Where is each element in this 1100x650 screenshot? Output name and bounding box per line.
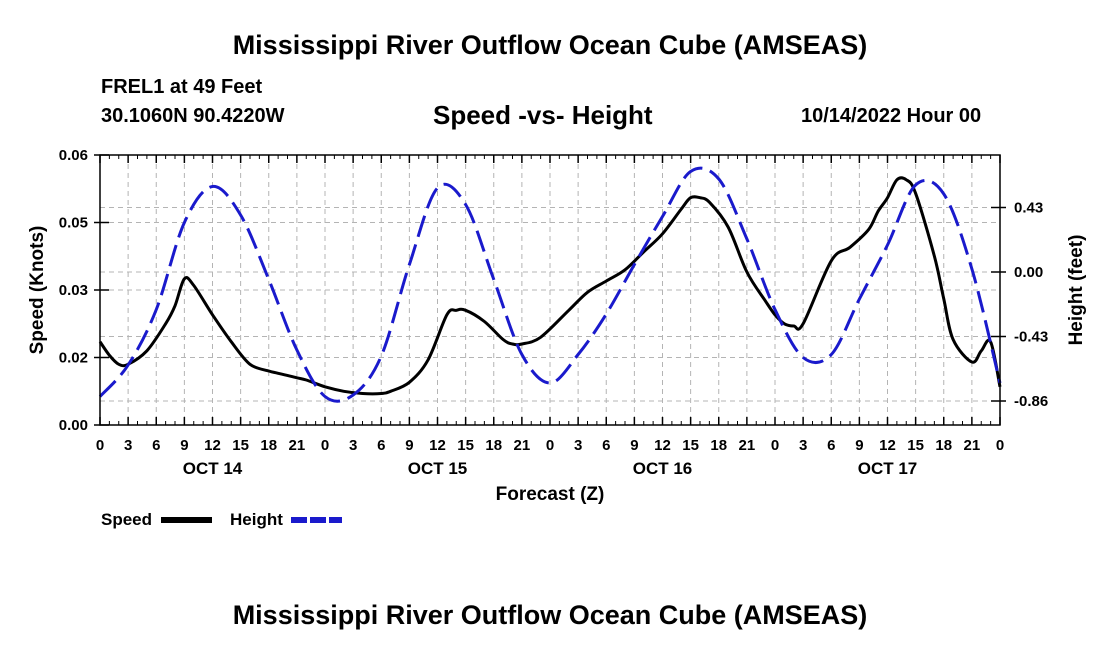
series-layer [98,166,1002,403]
x-tick-label: 15 [457,437,474,454]
day-label: OCT 14 [183,459,243,478]
legend-height-label: Height [230,510,283,529]
station-coords: 30.1060N 90.4220W [101,105,285,127]
chart-title: Mississippi River Outflow Ocean Cube (AM… [232,30,868,60]
x-tick-label: 18 [485,437,502,454]
x-tick-label: 15 [682,437,699,454]
y2-tick-label: 0.43 [1014,200,1043,217]
forecast-datetime: 10/14/2022 Hour 00 [801,105,982,127]
grid [100,155,1000,425]
x-tick-label: 0 [996,437,1004,454]
legend: Speed Height [101,510,342,529]
height-series-line [98,166,1002,403]
footer-title: Mississippi River Outflow Ocean Cube (AM… [232,600,868,630]
y2-tick-label: -0.43 [1014,329,1048,346]
speed-series-line [98,176,1002,396]
y2-tick-label: 0.00 [1014,264,1043,281]
x-tick-label: 0 [96,437,104,454]
day-label: OCT 17 [858,459,918,478]
x-tick-label: 6 [377,437,385,454]
x-tick-label: 6 [827,437,835,454]
x-tick-label: 12 [429,437,446,454]
x-tick-label: 21 [289,437,306,454]
x-tick-label: 18 [710,437,727,454]
x-tick-label: 12 [204,437,221,454]
x-tick-label: 9 [405,437,413,454]
x-tick-label: 9 [180,437,188,454]
y-tick-label: 0.02 [59,350,88,367]
station-label: FREL1 at 49 Feet [101,76,263,98]
x-tick-label: 0 [546,437,554,454]
chart-subtitle: Speed -vs- Height [433,100,653,130]
x-tick-label: 21 [739,437,756,454]
x-tick-label: 3 [349,437,357,454]
axes: 0 3 6 9 12 15 18 21 0 3 6 9 12 15 18 21 0 3 6 9 12 15 18 21 0 3 6 9… [27,147,1087,505]
x-tick-label: 9 [630,437,638,454]
x-tick-label: 3 [574,437,582,454]
x-tick-label: 15 [232,437,249,454]
day-label: OCT 15 [408,459,468,478]
legend-speed-label: Speed [101,510,152,529]
x-tick-label: 21 [514,437,531,454]
x-tick-label: 15 [907,437,924,454]
x-tick-label: 0 [771,437,779,454]
y-tick-label: 0.00 [59,417,88,434]
x-tick-label: 3 [124,437,132,454]
x-tick-label: 6 [152,437,160,454]
x-tick-label: 6 [602,437,610,454]
x-tick-label: 3 [799,437,807,454]
x-tick-label: 12 [879,437,896,454]
y-axis-title: Speed (Knots) [27,226,48,355]
day-label: OCT 16 [633,459,693,478]
x-tick-label: 18 [260,437,277,454]
x-axis-title: Forecast (Z) [496,484,605,505]
y2-axis-title: Height (feet) [1066,235,1087,346]
y-tick-label: 0.06 [59,147,88,164]
speed-height-chart: 0 3 6 9 12 15 18 21 0 3 6 9 12 15 18 21 0 3 6 9 12 15 18 21 0 3 6 9… [27,147,1087,529]
y2-tick-label: -0.86 [1014,393,1048,410]
x-tick-label: 18 [935,437,952,454]
x-tick-label: 21 [964,437,981,454]
x-tick-label: 12 [654,437,671,454]
y-tick-label: 0.05 [59,215,88,232]
x-tick-label: 0 [321,437,329,454]
x-tick-label: 9 [855,437,863,454]
y-tick-label: 0.03 [59,282,88,299]
